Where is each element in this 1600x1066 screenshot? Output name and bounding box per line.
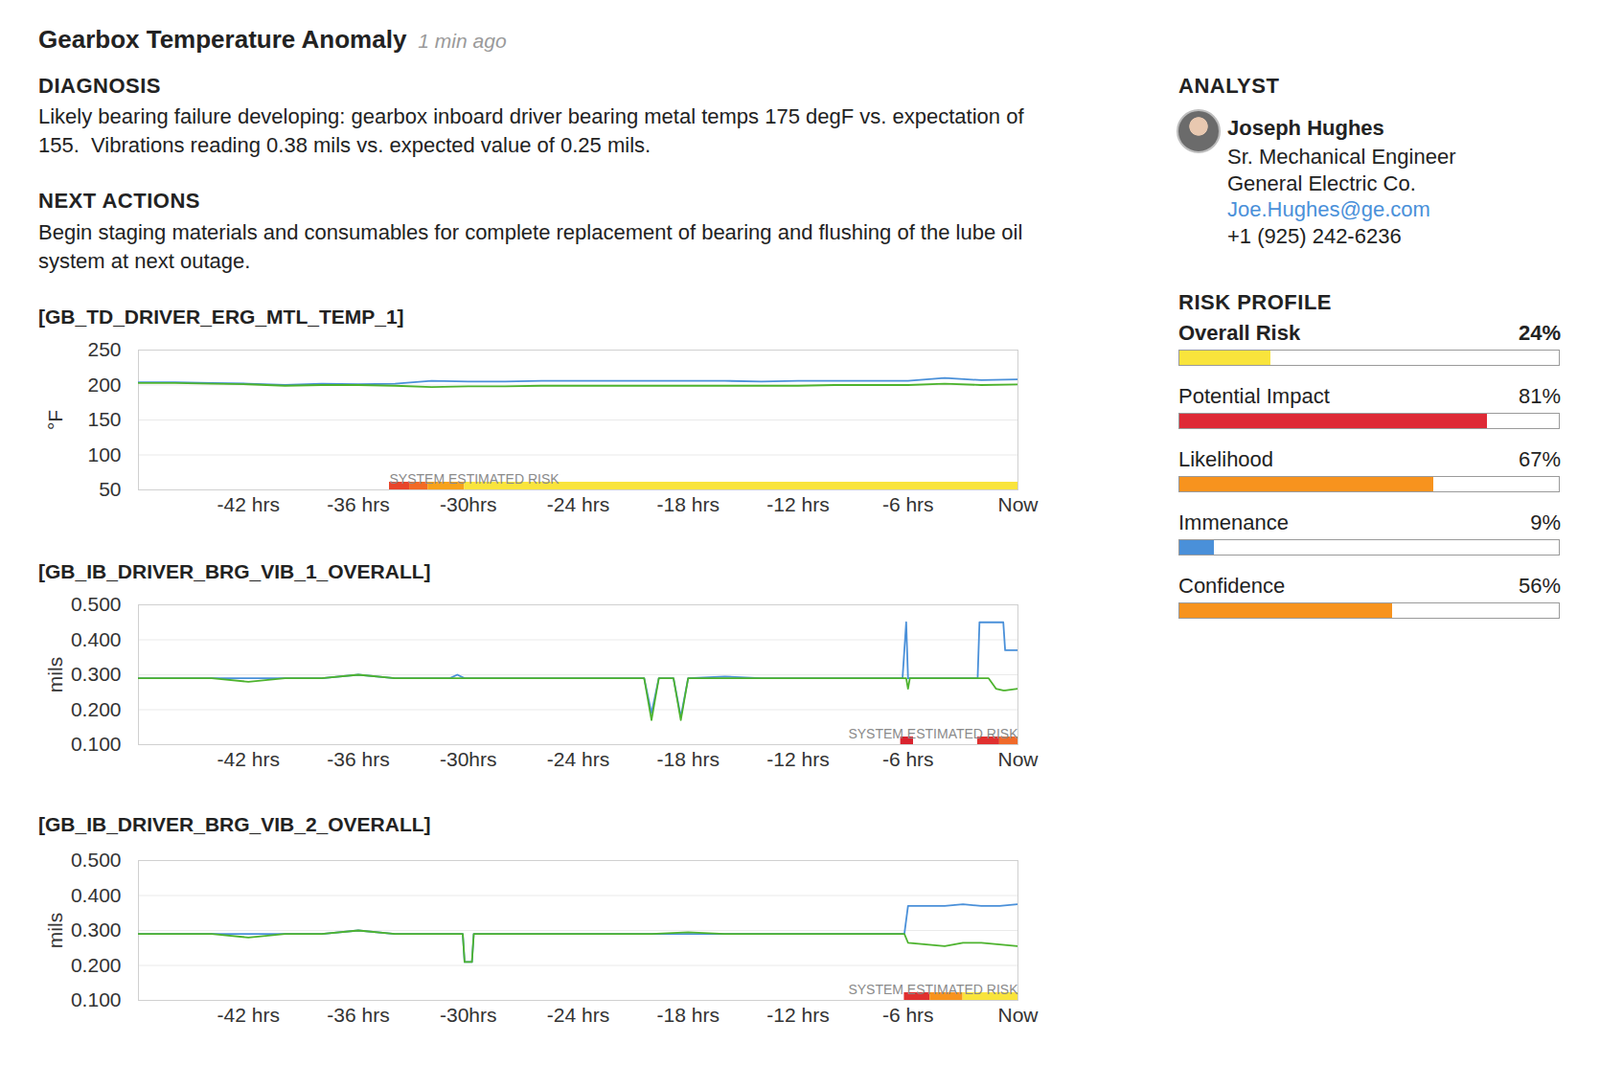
html-text:[GB_TD_DRIVER_ERG_MTL_TEMP_1]: [GB_TD_DRIVER_ERG_MTL_TEMP_1]: [38, 305, 404, 328]
html-text:Begin staging materials and co: Begin staging materials and consumables …: [38, 220, 1023, 245]
svg-text:-36 hrs: -36 hrs: [326, 748, 389, 771]
svg-text:100: 100: [87, 443, 121, 466]
svg-text:0.200: 0.200: [70, 954, 122, 977]
html-text:9%: 9%: [1530, 510, 1561, 535]
svg-text:0.200: 0.200: [70, 698, 122, 721]
html-text:24%: 24%: [1518, 320, 1561, 345]
svg-text:Now: Now: [997, 1004, 1039, 1027]
svg-text:-30hrs: -30hrs: [439, 748, 498, 771]
html-text:Overall Risk: Overall Risk: [1178, 320, 1301, 345]
svg-text:-30hrs: -30hrs: [439, 1004, 498, 1027]
svg-text:-42 hrs: -42 hrs: [217, 1004, 280, 1027]
html-text:[GB_IB_DRIVER_BRG_VIB_1_OVERAL: [GB_IB_DRIVER_BRG_VIB_1_OVERALL]: [38, 560, 431, 583]
svg-text:°F: °F: [44, 410, 67, 431]
svg-text:-12 hrs: -12 hrs: [766, 1004, 829, 1027]
html-text:Likelihood: Likelihood: [1178, 447, 1274, 472]
html-text:155. Vibrations reading 0.38 m: 155. Vibrations reading 0.38 mils vs. ex…: [38, 133, 651, 158]
svg-text:Now: Now: [997, 748, 1039, 771]
html-text:+1 (925) 242-6236: +1 (925) 242-6236: [1227, 224, 1402, 249]
html-text:ANALYST: ANALYST: [1178, 73, 1280, 98]
svg-text:0.500: 0.500: [70, 593, 122, 616]
svg-text:0.500: 0.500: [70, 848, 122, 871]
svg-text:-12 hrs: -12 hrs: [766, 493, 829, 516]
svg-text:-12 hrs: -12 hrs: [766, 748, 829, 771]
svg-text:0.400: 0.400: [70, 628, 122, 651]
svg-text:-24 hrs: -24 hrs: [547, 493, 610, 516]
svg-text:-24 hrs: -24 hrs: [547, 748, 610, 771]
svg-text:50: 50: [98, 478, 121, 501]
html-text:system at next outage.: system at next outage.: [38, 249, 251, 274]
html-text:NEXT ACTIONS: NEXT ACTIONS: [38, 188, 201, 213]
html-text:81%: 81%: [1518, 384, 1561, 409]
svg-text:-42 hrs: -42 hrs: [217, 493, 280, 516]
svg-text:-36 hrs: -36 hrs: [326, 1004, 389, 1027]
svg-text:250: 250: [87, 338, 121, 361]
html-text:DIAGNOSIS: DIAGNOSIS: [38, 73, 161, 98]
html-text:Potential Impact: Potential Impact: [1178, 384, 1330, 409]
html-text:Gearbox Temperature Anomaly: Gearbox Temperature Anomaly: [38, 24, 407, 54]
html-text:67%: 67%: [1518, 447, 1561, 472]
html-text:56%: 56%: [1518, 573, 1561, 598]
html-text:Likely bearing failure develop: Likely bearing failure developing: gearb…: [38, 104, 1024, 129]
svg-text:-36 hrs: -36 hrs: [326, 493, 389, 516]
html-text:Immenance: Immenance: [1178, 510, 1289, 535]
svg-text:0.300: 0.300: [70, 662, 122, 686]
svg-text:-24 hrs: -24 hrs: [547, 1004, 610, 1027]
svg-text:-42 hrs: -42 hrs: [217, 748, 280, 771]
html-text:RISK PROFILE: RISK PROFILE: [1178, 290, 1332, 315]
html-text:Joseph Hughes: Joseph Hughes: [1227, 115, 1385, 140]
html-text:Confidence: Confidence: [1178, 573, 1286, 598]
svg-text:mils: mils: [44, 657, 67, 693]
svg-text:150: 150: [87, 408, 121, 431]
svg-text:-18 hrs: -18 hrs: [657, 748, 720, 771]
html-text:Sr. Mechanical Engineer: Sr. Mechanical Engineer: [1227, 144, 1456, 169]
svg-text:-18 hrs: -18 hrs: [657, 1004, 720, 1027]
html-text:[GB_IB_DRIVER_BRG_VIB_2_OVERAL: [GB_IB_DRIVER_BRG_VIB_2_OVERALL]: [38, 813, 431, 836]
html-text:1 min ago: 1 min ago: [418, 29, 507, 52]
svg-text:SYSTEM ESTIMATED RISK: SYSTEM ESTIMATED RISK: [847, 726, 1019, 742]
svg-text:mils: mils: [44, 913, 67, 949]
html-text:Joe.Hughes@ge.com: Joe.Hughes@ge.com: [1227, 197, 1431, 222]
svg-text:-6 hrs: -6 hrs: [882, 748, 935, 771]
svg-text:-30hrs: -30hrs: [439, 493, 498, 516]
html-text:General Electric Co.: General Electric Co.: [1227, 171, 1416, 196]
svg-text:SYSTEM ESTIMATED RISK: SYSTEM ESTIMATED RISK: [389, 471, 561, 487]
svg-text:0.100: 0.100: [70, 988, 122, 1011]
svg-text:-6 hrs: -6 hrs: [882, 1004, 935, 1027]
svg-text:0.100: 0.100: [70, 732, 122, 755]
svg-text:0.400: 0.400: [70, 884, 122, 907]
svg-text:Now: Now: [997, 493, 1039, 516]
svg-text:0.300: 0.300: [70, 918, 122, 941]
svg-text:-18 hrs: -18 hrs: [657, 493, 720, 516]
svg-text:-6 hrs: -6 hrs: [882, 493, 935, 516]
svg-text:200: 200: [87, 373, 121, 396]
svg-text:SYSTEM ESTIMATED RISK: SYSTEM ESTIMATED RISK: [847, 982, 1019, 998]
